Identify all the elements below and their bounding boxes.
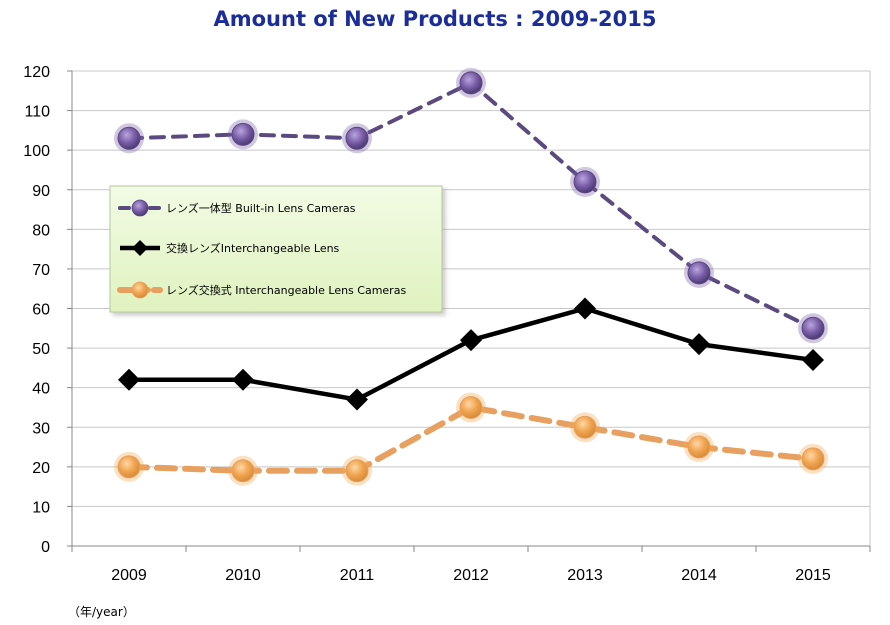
data-point bbox=[345, 459, 369, 483]
chart-title: Amount of New Products : 2009-2015 bbox=[214, 7, 657, 31]
y-tick-label: 30 bbox=[32, 420, 50, 437]
x-tick-label: 2009 bbox=[111, 567, 147, 584]
series bbox=[114, 67, 828, 486]
x-tick-label: 2013 bbox=[567, 567, 603, 584]
data-point-diamond bbox=[574, 297, 596, 320]
y-tick-label: 20 bbox=[32, 460, 50, 477]
y-tick-label: 110 bbox=[24, 104, 50, 121]
y-tick-label: 70 bbox=[32, 262, 50, 279]
y-tick-label: 60 bbox=[32, 302, 50, 319]
data-point bbox=[231, 122, 255, 146]
x-tick-label: 2015 bbox=[795, 567, 831, 584]
y-tick-label: 50 bbox=[32, 341, 50, 358]
y-tick-label: 0 bbox=[41, 539, 50, 556]
series-1 bbox=[118, 297, 824, 411]
data-point bbox=[345, 126, 369, 150]
legend-label: レンズ交換式 Interchangeable Lens Cameras bbox=[166, 283, 406, 297]
x-axis-unit-label: （年/year） bbox=[68, 605, 135, 619]
legend-marker-diamond bbox=[132, 240, 148, 256]
legend-item: レンズ一体型 Built-in Lens Cameras bbox=[118, 199, 356, 217]
legend-item: レンズ交換式 Interchangeable Lens Cameras bbox=[117, 281, 406, 299]
x-tick-label: 2010 bbox=[225, 567, 261, 584]
data-point-diamond bbox=[688, 333, 710, 356]
x-tick-label: 2011 bbox=[340, 567, 375, 584]
data-point-diamond bbox=[232, 368, 254, 391]
data-point bbox=[117, 455, 141, 479]
data-point bbox=[801, 447, 825, 471]
data-point bbox=[687, 435, 711, 459]
data-point bbox=[687, 261, 711, 285]
series-0 bbox=[114, 67, 828, 344]
data-point bbox=[231, 459, 255, 483]
series-line bbox=[129, 306, 814, 402]
legend: レンズ一体型 Built-in Lens Cameras 交換レンズInterch… bbox=[109, 185, 443, 313]
legend-label: レンズ一体型 Built-in Lens Cameras bbox=[166, 201, 356, 215]
y-tick-label: 120 bbox=[23, 64, 50, 81]
legend-item: 交換レンズInterchangeable Lens bbox=[120, 240, 340, 256]
data-point bbox=[573, 170, 597, 194]
legend-box bbox=[109, 185, 443, 313]
data-point-diamond bbox=[802, 348, 824, 371]
series-2 bbox=[114, 392, 828, 486]
x-tick-label: 2012 bbox=[453, 567, 489, 584]
x-tick-labels: 2009 2010 2011 2012 2013 2014 2015 bbox=[111, 567, 831, 584]
data-point bbox=[801, 316, 825, 340]
axes bbox=[67, 70, 871, 552]
data-point-diamond bbox=[346, 388, 368, 411]
y-tick-label: 100 bbox=[23, 143, 50, 160]
x-tick-label: 2014 bbox=[681, 567, 717, 584]
data-point bbox=[573, 415, 597, 439]
y-tick-label: 90 bbox=[32, 183, 50, 200]
legend-label: 交換レンズInterchangeable Lens bbox=[166, 241, 340, 255]
data-point bbox=[117, 126, 141, 150]
y-tick-label: 80 bbox=[32, 222, 50, 239]
legend-marker bbox=[131, 281, 149, 299]
data-point bbox=[459, 395, 483, 419]
y-tick-label: 40 bbox=[32, 381, 50, 398]
legend-marker bbox=[131, 199, 149, 217]
data-point-diamond bbox=[460, 329, 482, 352]
y-tick-labels: 0 10 20 30 40 50 60 70 80 90 100 110 120 bbox=[23, 64, 50, 556]
y-tick-label: 10 bbox=[32, 499, 50, 516]
data-point bbox=[459, 71, 483, 95]
data-point-diamond bbox=[118, 368, 140, 391]
